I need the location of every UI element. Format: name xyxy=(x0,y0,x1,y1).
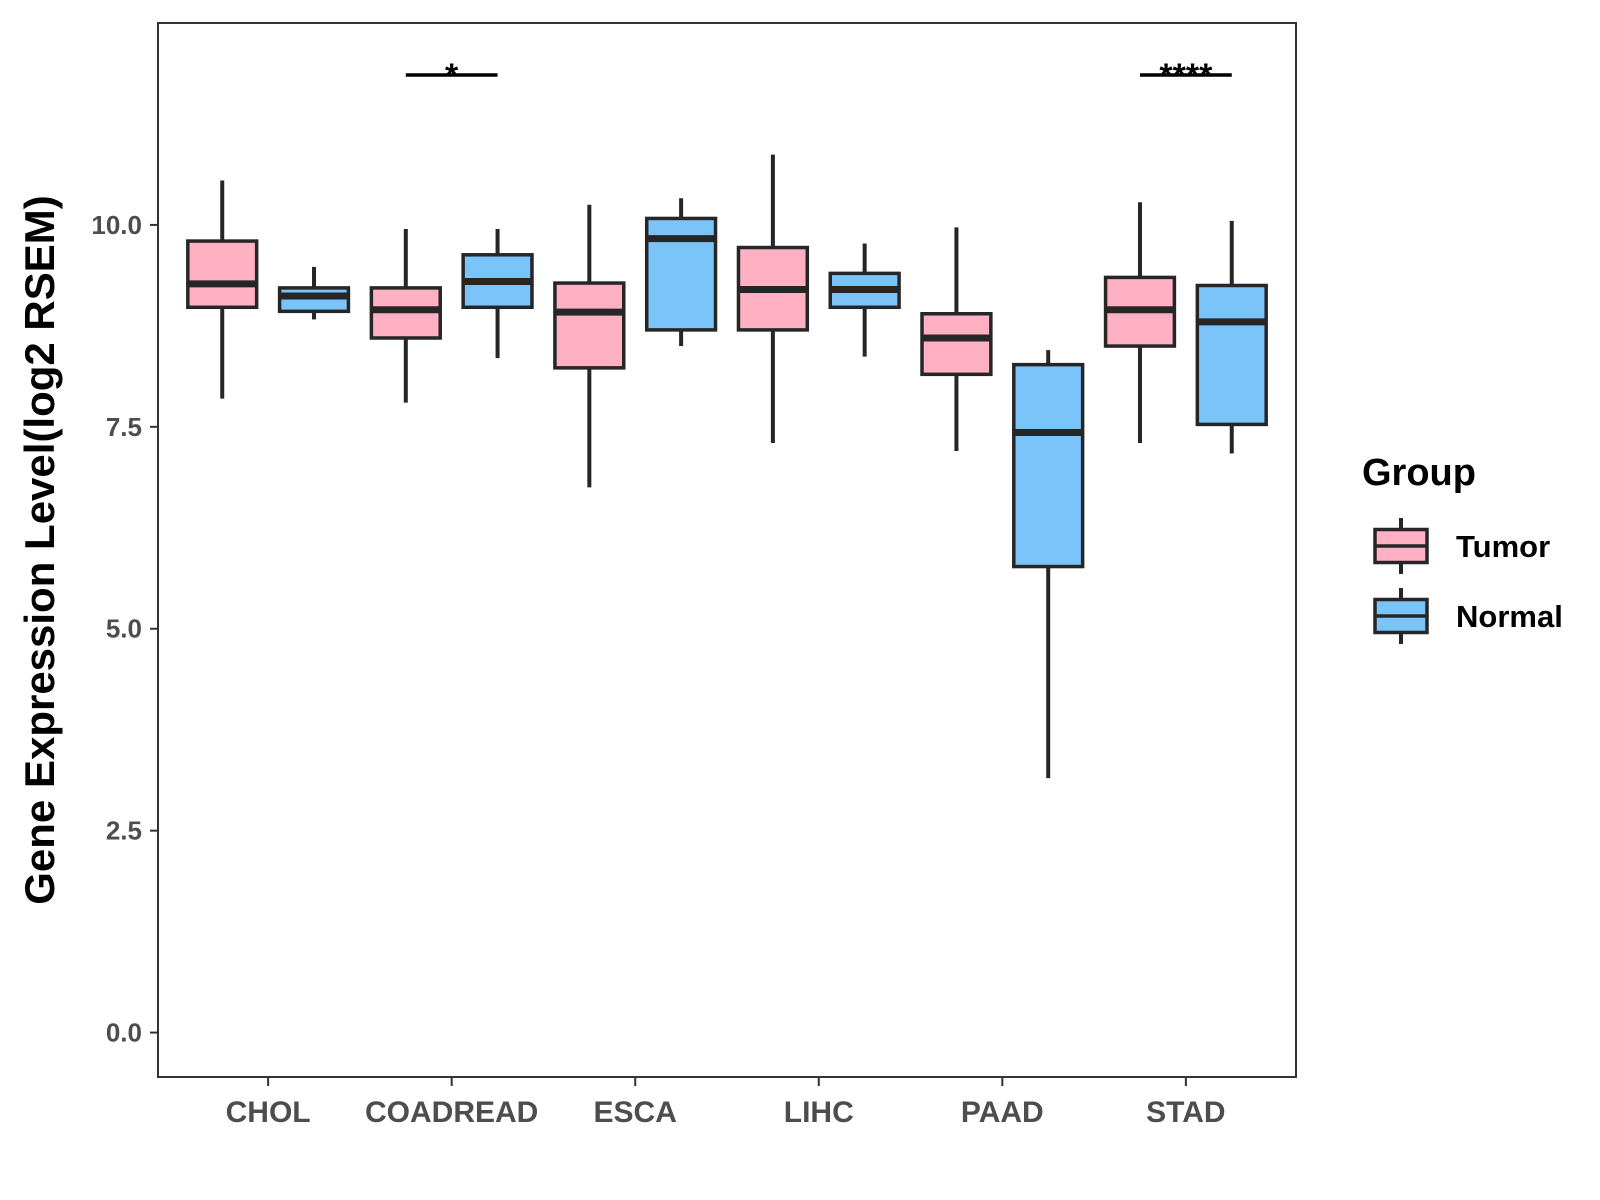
box-tumor-esca xyxy=(553,204,626,488)
legend-title: Group xyxy=(1362,452,1476,494)
y-tick-label: 7.5 xyxy=(106,412,142,442)
y-tick-label: 10.0 xyxy=(91,210,142,240)
box-normal-stad xyxy=(1195,220,1268,454)
box-normal-lihc xyxy=(828,243,901,357)
y-tick-label: 0.0 xyxy=(106,1018,142,1048)
box-normal-chol xyxy=(277,266,351,320)
x-tick-label: CHOL xyxy=(226,1096,311,1129)
box-body xyxy=(186,239,259,310)
y-axis-title: Gene Expression Level(log2 RSEM) xyxy=(16,195,63,905)
y-tick-label: 5.0 xyxy=(106,614,142,644)
box-tumor-paad xyxy=(920,227,993,452)
box-body xyxy=(1012,362,1085,569)
x-tick-label: COADREAD xyxy=(365,1096,538,1129)
legend-label: Tumor xyxy=(1456,529,1550,564)
x-tick-label: LIHC xyxy=(784,1096,854,1129)
y-axis: 0.0 2.5 5.0 7.5 10.0 xyxy=(91,210,158,1048)
box-body xyxy=(1195,283,1268,427)
legend-item-normal: Normal xyxy=(1373,588,1563,644)
box-tumor-chol xyxy=(186,180,259,399)
significance-label: **** xyxy=(1159,57,1213,95)
plot-boxes xyxy=(186,154,1268,779)
box-body xyxy=(277,286,351,314)
box-body xyxy=(553,281,626,370)
box-body xyxy=(920,312,993,377)
x-tick-label: PAAD xyxy=(961,1096,1044,1129)
box-tumor-stad xyxy=(1103,202,1177,443)
x-tick-label: STAD xyxy=(1146,1096,1225,1129)
significance-label: * xyxy=(445,57,459,95)
significance-annotations: * **** xyxy=(405,57,1232,95)
box-tumor-coadread xyxy=(369,228,442,403)
y-tick-label: 2.5 xyxy=(106,816,142,846)
box-tumor-lihc xyxy=(736,154,810,443)
box-normal-coadread xyxy=(461,228,534,359)
legend-label: Normal xyxy=(1456,599,1563,634)
x-axis: CHOL COADREAD ESCA LIHC PAAD STAD xyxy=(226,1077,1226,1129)
box-normal-paad xyxy=(1012,350,1085,779)
legend: Group Tumor Normal xyxy=(1362,452,1563,644)
x-tick-label: ESCA xyxy=(594,1096,677,1129)
box-normal-esca xyxy=(644,198,718,347)
plot-panel-border xyxy=(157,22,1297,1078)
legend-item-tumor: Tumor xyxy=(1373,518,1550,574)
